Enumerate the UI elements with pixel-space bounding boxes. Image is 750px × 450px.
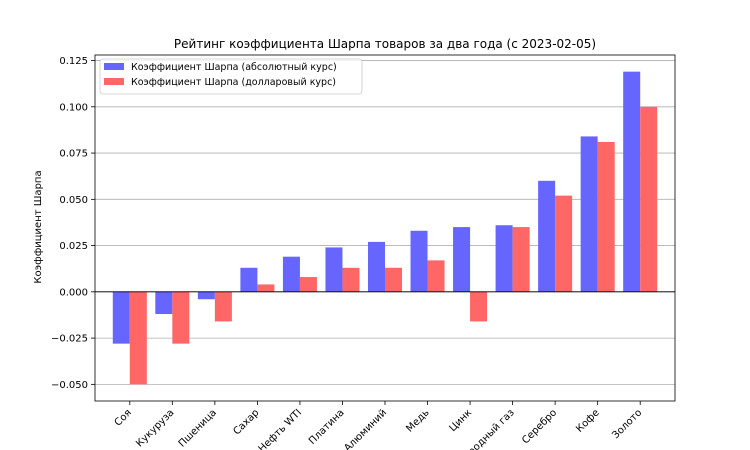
x-tick-label: Серебро [520,407,559,446]
y-tick-label: 0.125 [59,56,88,67]
bar-absolute-11 [580,136,598,292]
x-tick-label: Платина [307,407,347,447]
bar-dollar-1 [172,291,190,344]
bar-absolute-2 [197,291,215,300]
bar-absolute-7 [410,230,428,292]
x-tick-label: Кукуруза [134,407,176,449]
legend-label-0: Коэффициент Шарпа (абсолютный курс) [131,62,337,73]
bars-layer [112,71,658,385]
x-tick-label: Соя [113,407,134,428]
x-tick-label: Нефть WTI [257,407,304,450]
bar-absolute-4 [282,256,300,292]
bar-dollar-3 [257,284,275,292]
bar-absolute-6 [367,241,385,292]
x-tick-label: Пшеница [177,407,219,449]
y-axis-label: Коэффициент Шарпа [33,170,44,283]
y-tick-label: 0.025 [59,241,88,252]
legend-label-1: Коэффициент Шарпа (долларовый курс) [131,77,336,88]
bar-dollar-4 [299,277,317,292]
legend-swatch-1 [104,78,124,85]
bar-dollar-7 [427,260,445,292]
chart-title: Рейтинг коэффициента Шарпа товаров за дв… [174,37,596,51]
x-tick-label: Золото [610,407,644,441]
y-tick-label: −0.025 [51,334,88,345]
axes-layer: −0.050 −0.025 0.000 0.025 0.050 0.075 0.100 0.1… [51,54,676,405]
bar-absolute-9 [495,225,513,292]
bar-absolute-5 [325,247,343,292]
legend: Коэффициент Шарпа (абсолютный курс) Коэфф… [99,58,363,95]
bar-dollar-6 [385,267,403,292]
bar-dollar-11 [597,141,615,292]
bar-absolute-1 [155,291,173,315]
bar-absolute-0 [112,291,130,344]
y-tick-label: 0.050 [59,195,88,206]
bar-dollar-2 [214,291,232,322]
y-tick-label: 0.000 [59,287,88,298]
bar-dollar-0 [129,291,147,385]
x-tick-label: Медь [404,407,431,434]
y-tick-label: 0.075 [59,149,88,160]
legend-box [99,58,363,95]
bar-dollar-8 [470,291,488,322]
bar-dollar-5 [342,267,360,292]
bar-dollar-12 [640,106,658,292]
x-tick-label: Сахар [231,407,261,437]
bar-absolute-12 [623,71,641,292]
x-tick-label: Алюминий [342,407,389,450]
y-tick-label: 0.100 [59,102,88,113]
y-tick-label: −0.050 [51,380,88,391]
bar-dollar-9 [512,227,530,292]
bar-absolute-10 [538,180,556,292]
x-tick-label: Кофе [574,407,602,435]
bar-dollar-10 [555,195,573,292]
bar-absolute-8 [453,227,471,292]
legend-swatch-0 [104,63,124,70]
bar-absolute-3 [240,267,258,292]
x-tick-label: Цинк [447,407,474,434]
